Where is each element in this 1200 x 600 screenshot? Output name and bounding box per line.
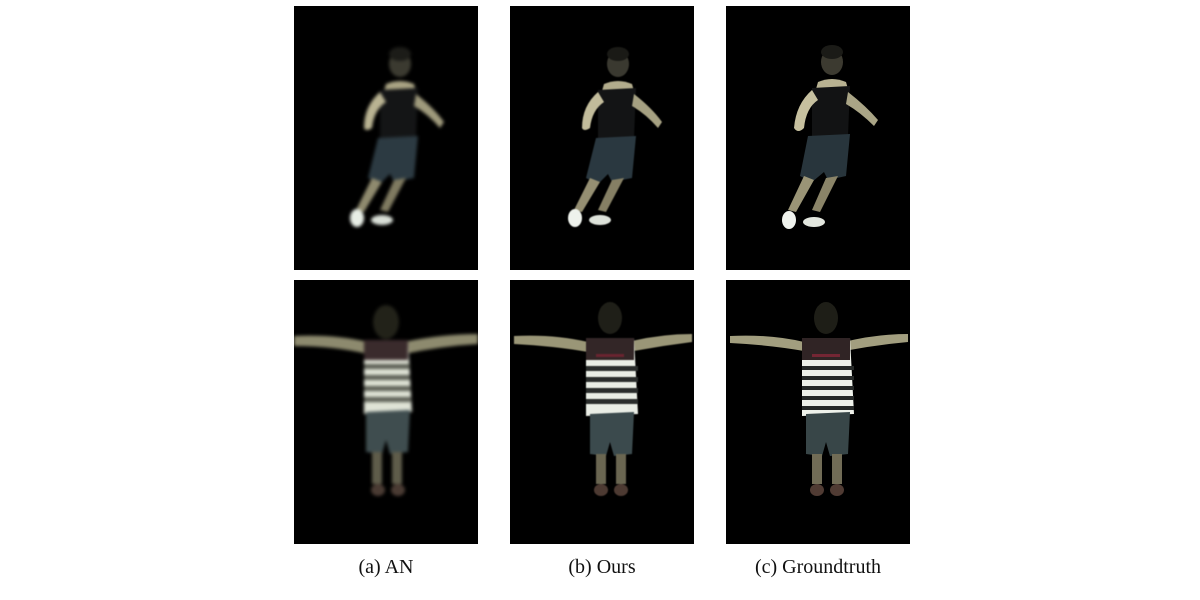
panel-groundtruth-running <box>726 6 910 270</box>
caption-an: (a) AN <box>358 556 414 578</box>
caption-groundtruth: (c) Groundtruth <box>754 556 882 578</box>
figure-groundtruth-running <box>782 45 878 229</box>
figure-ours-running <box>568 47 662 227</box>
figure-an-tpose <box>294 305 478 496</box>
panel-an-tpose <box>294 280 478 544</box>
figure-an-running <box>350 47 444 227</box>
panel-groundtruth-tpose <box>726 280 910 544</box>
figure-groundtruth-tpose <box>730 302 908 496</box>
figure-ours-tpose <box>514 302 692 496</box>
panel-an-running <box>294 6 478 270</box>
panel-ours-running <box>510 6 694 270</box>
caption-ours: (b) Ours <box>568 556 636 578</box>
panel-ours-tpose <box>510 280 694 544</box>
